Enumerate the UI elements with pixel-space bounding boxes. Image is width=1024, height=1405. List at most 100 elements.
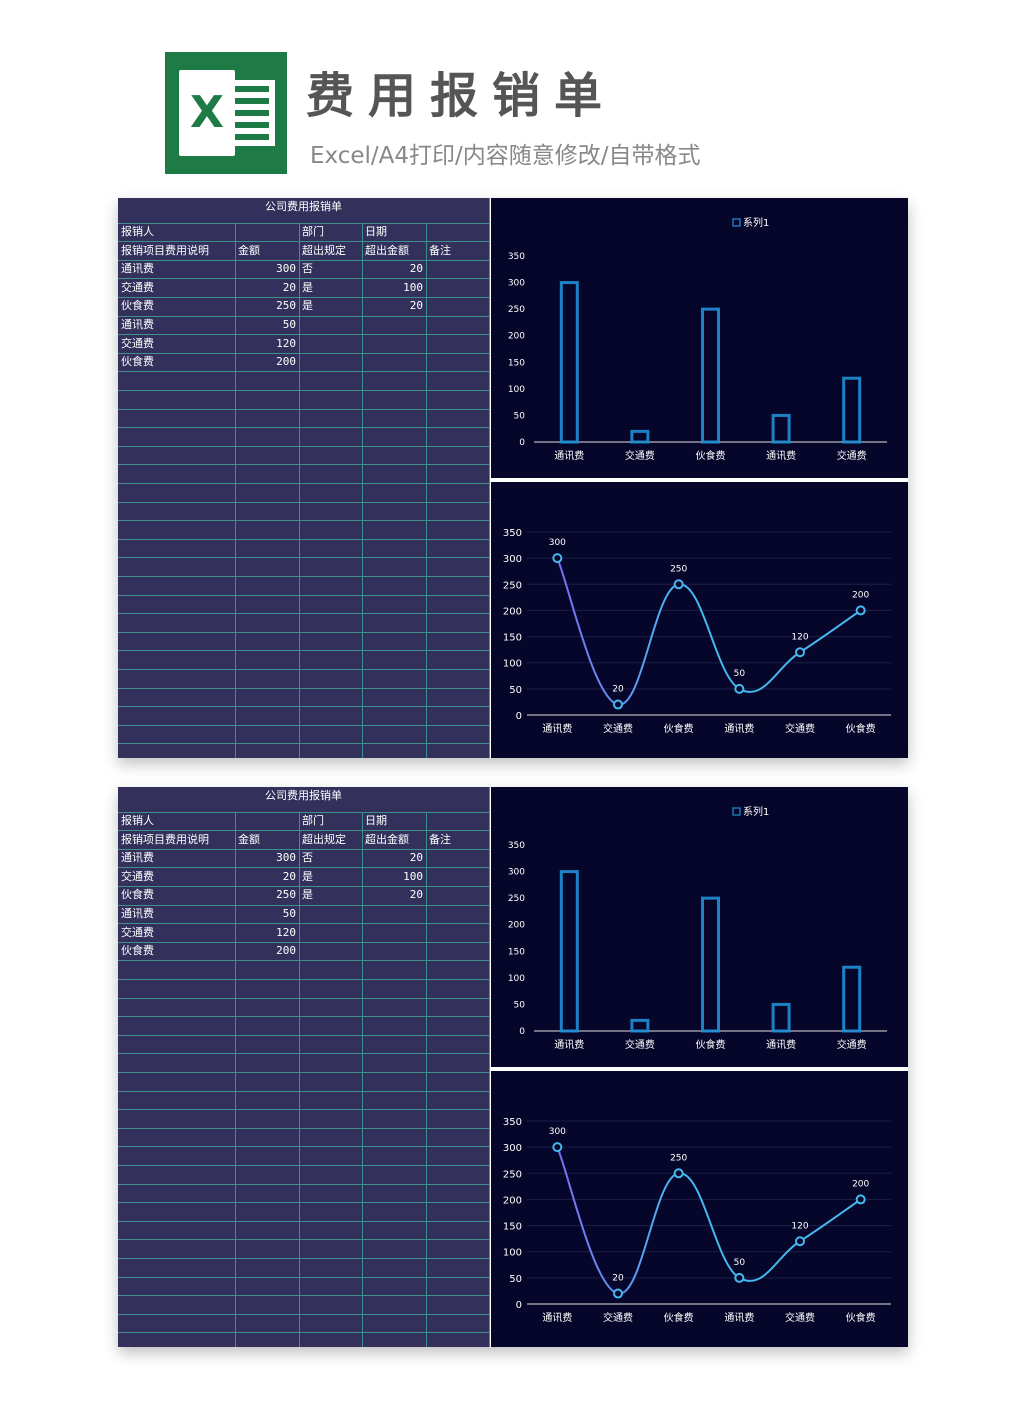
table-header-cell: 报销项目费用说明 <box>121 833 209 846</box>
grid-hline <box>118 725 489 726</box>
y-tick-label: 350 <box>503 528 522 539</box>
table-header-cell: 超出规定 <box>302 244 346 257</box>
grid-hline <box>118 632 489 633</box>
y-tick-label: 0 <box>516 711 522 722</box>
grid-hline <box>118 278 489 279</box>
table-cell: 日期 <box>365 814 387 827</box>
table-cell: 交通费 <box>121 870 154 883</box>
grid-hline <box>118 1239 489 1240</box>
bar-chart: 系列1 0 50 100 150 200 250 300 350 通讯费 交通费 伙食费 通讯费 交通费 <box>491 198 908 478</box>
data-label: 20 <box>612 1274 624 1284</box>
grid-hline <box>118 446 489 447</box>
sheet-title: 公司费用报销单 <box>265 789 342 802</box>
grid-hline <box>118 1258 489 1259</box>
data-label: 300 <box>549 1127 566 1137</box>
table-cell: 100 <box>403 870 423 883</box>
table-cell: 是 <box>302 281 313 294</box>
report-panel-2: 公司费用报销单 报销人 部门 日期 报销项目费用说明 金额 超出规定 超出金额 备注 通讯费 300… <box>118 787 908 1347</box>
table-cell: 200 <box>276 944 296 957</box>
grid-vline <box>426 812 427 1347</box>
x-tick-label: 交通费 <box>603 722 633 735</box>
table-cell: 部门 <box>302 814 324 827</box>
grid-hline <box>118 1165 489 1166</box>
line-chart-svg: 0 50 100 150 200 250 300 350 300 通讯费 20 交通费 250 伙食费 50… <box>503 1117 891 1324</box>
y-tick-label: 50 <box>509 1274 522 1285</box>
table-cell: 120 <box>276 337 296 350</box>
grid-hline <box>118 353 489 354</box>
table-cell: 通讯费 <box>121 262 154 275</box>
data-label: 200 <box>852 590 869 600</box>
bar-chart-svg: 系列1 0 50 100 150 200 250 300 350 通讯费 交通费 伙食费 通讯费 交通费 <box>508 216 887 462</box>
data-label: 20 <box>612 685 624 695</box>
table-cell: 通讯费 <box>121 907 154 920</box>
table-cell: 300 <box>276 851 296 864</box>
x-tick-label: 伙食费 <box>696 1038 726 1051</box>
x-tick-label: 通讯费 <box>554 1038 584 1051</box>
bar <box>630 1018 650 1033</box>
y-tick-label: 200 <box>508 921 525 931</box>
table-cell: 20 <box>282 870 296 883</box>
x-tick-label: 通讯费 <box>766 449 796 462</box>
grid-hline <box>118 1053 489 1054</box>
table-cell <box>362 316 423 334</box>
data-point <box>552 553 563 564</box>
y-tick-label: 150 <box>503 633 522 644</box>
y-tick-label: 50 <box>514 411 526 421</box>
table-cell: 100 <box>403 281 423 294</box>
table-cell <box>362 905 423 923</box>
grid-hline <box>118 502 489 503</box>
page-subtitle: Excel/A4打印/内容随意修改/自带格式 <box>310 143 701 169</box>
data-label: 50 <box>734 669 746 679</box>
x-tick-label: 交通费 <box>837 1038 867 1051</box>
report-panel-1: 公司费用报销单 报销人 部门 日期 报销项目费用说明 金额 超出规定 超出金额 备注 通讯费 300… <box>118 198 908 758</box>
data-label: 300 <box>549 538 566 548</box>
table-cell: 是 <box>302 870 313 883</box>
table-cell: 通讯费 <box>121 318 154 331</box>
table-cell: 20 <box>409 299 423 312</box>
y-tick-label: 300 <box>503 554 522 565</box>
table-cell: 部门 <box>302 225 324 238</box>
expense-table: 公司费用报销单 报销人 部门 日期 报销项目费用说明 金额 超出规定 超出金额 备注 通讯费 300… <box>118 198 490 758</box>
x-tick-label: 伙食费 <box>846 1311 876 1324</box>
table-header-cell: 超出规定 <box>302 833 346 846</box>
line-chart-svg: 0 50 100 150 200 250 300 350 300 通讯费 20 交通费 250 伙食费 50… <box>503 528 891 735</box>
grid-vline <box>362 223 363 758</box>
table-header-cell: 报销项目费用说明 <box>121 244 209 257</box>
y-tick-label: 250 <box>508 894 525 904</box>
grid-hline <box>118 260 489 261</box>
table-cell: 伙食费 <box>121 944 154 957</box>
y-tick-label: 100 <box>508 974 525 984</box>
table-cell: 交通费 <box>121 926 154 939</box>
y-tick-label: 50 <box>514 1000 526 1010</box>
y-tick-label: 100 <box>508 385 525 395</box>
table-cell: 通讯费 <box>121 851 154 864</box>
grid-hline <box>118 576 489 577</box>
x-tick-label: 通讯费 <box>542 722 572 735</box>
line-chart: 0 50 100 150 200 250 300 350 300 通讯费 20 交通费 250 伙食费 50… <box>491 1071 908 1347</box>
table-cell: 50 <box>282 907 296 920</box>
table-cell: 否 <box>302 262 313 275</box>
y-tick-label: 100 <box>503 1248 522 1259</box>
x-tick-label: 通讯费 <box>766 1038 796 1051</box>
grid-hline <box>118 688 489 689</box>
table-header-cell: 备注 <box>429 244 451 257</box>
table-cell: 20 <box>409 888 423 901</box>
line-chart: 0 50 100 150 200 250 300 350 300 通讯费 20 交通费 250 伙食费 50… <box>491 482 908 758</box>
y-tick-label: 250 <box>503 580 522 591</box>
bar <box>701 896 720 1033</box>
table-header-cell: 备注 <box>429 833 451 846</box>
bar <box>771 1002 791 1033</box>
x-tick-label: 伙食费 <box>696 449 726 462</box>
grid-hline <box>118 223 489 224</box>
table-cell: 报销人 <box>121 814 154 827</box>
grid-hline <box>118 650 489 651</box>
grid-hline <box>118 409 489 410</box>
table-cell: 日期 <box>365 225 387 238</box>
table-cell: 50 <box>282 318 296 331</box>
logo-letter: X <box>190 87 224 138</box>
data-label: 120 <box>791 1221 808 1231</box>
grid-hline <box>118 867 489 868</box>
y-tick-label: 250 <box>503 1169 522 1180</box>
table-header-cell: 金额 <box>238 833 260 846</box>
y-tick-label: 50 <box>509 685 522 696</box>
